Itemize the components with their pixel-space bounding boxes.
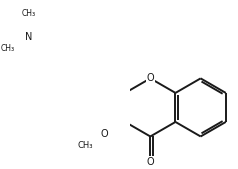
Text: CH₃: CH₃ (21, 9, 35, 18)
Text: O: O (147, 73, 154, 83)
Text: O: O (147, 157, 154, 167)
Text: O: O (101, 129, 108, 139)
Text: CH₃: CH₃ (77, 141, 93, 150)
Text: N: N (25, 32, 32, 42)
Text: CH₃: CH₃ (0, 44, 15, 53)
